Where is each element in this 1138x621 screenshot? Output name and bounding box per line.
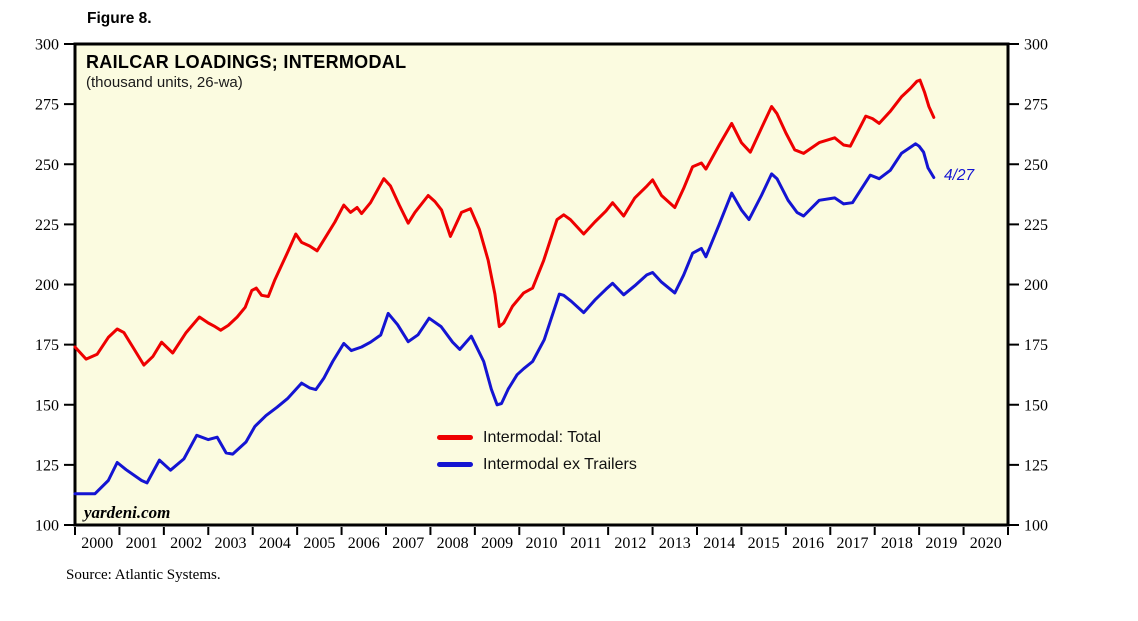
x-tick-label: 2017 bbox=[837, 535, 869, 552]
y-tick-label-left: 100 bbox=[35, 518, 59, 535]
latest-date-annotation: 4/27 bbox=[944, 167, 975, 184]
y-tick-label-right: 150 bbox=[1024, 397, 1048, 414]
x-tick-label: 2016 bbox=[792, 535, 824, 552]
legend: Intermodal: Total Intermodal ex Trailers bbox=[437, 424, 637, 478]
legend-item-total: Intermodal: Total bbox=[437, 424, 637, 451]
legend-item-ex-trailers: Intermodal ex Trailers bbox=[437, 451, 637, 478]
y-tick-label-left: 300 bbox=[35, 37, 59, 54]
x-tick-label: 2010 bbox=[526, 535, 558, 552]
x-tick-label: 2006 bbox=[348, 535, 380, 552]
plot-area bbox=[73, 42, 1010, 527]
x-tick-label: 2004 bbox=[259, 535, 291, 552]
x-tick-label: 2013 bbox=[659, 535, 691, 552]
y-tick-label-left: 225 bbox=[35, 217, 59, 234]
chart-title: RAILCAR LOADINGS; INTERMODAL bbox=[86, 52, 407, 72]
x-tick-label: 2011 bbox=[570, 535, 601, 552]
x-tick-label: 2018 bbox=[881, 535, 913, 552]
chart-subtitle: (thousand units, 26-wa) bbox=[86, 74, 243, 91]
x-tick-label: 2019 bbox=[925, 535, 957, 552]
x-tick-label: 2000 bbox=[81, 535, 113, 552]
y-tick-label-left: 200 bbox=[35, 277, 59, 294]
x-tick-label: 2012 bbox=[614, 535, 646, 552]
x-tick-label: 2005 bbox=[303, 535, 335, 552]
figure-label: Figure 8. bbox=[87, 10, 152, 27]
series-line-0 bbox=[73, 78, 936, 367]
y-tick-label-right: 100 bbox=[1024, 518, 1048, 535]
y-tick-label-right: 200 bbox=[1024, 277, 1048, 294]
y-tick-label-right: 225 bbox=[1024, 217, 1048, 234]
x-tick-label: 2002 bbox=[170, 535, 202, 552]
y-tick-label-right: 250 bbox=[1024, 157, 1048, 174]
x-tick-label: 2009 bbox=[481, 535, 513, 552]
legend-line-swatch-total bbox=[437, 435, 473, 440]
legend-line-swatch-ex-trailers bbox=[437, 462, 473, 467]
y-tick-label-left: 150 bbox=[35, 397, 59, 414]
series-line-1 bbox=[73, 142, 936, 496]
x-tick-label: 2007 bbox=[392, 535, 424, 552]
x-tick-label: 2001 bbox=[126, 535, 158, 552]
y-tick-label-left: 275 bbox=[35, 97, 59, 114]
y-tick-label-right: 300 bbox=[1024, 37, 1048, 54]
x-tick-label: 2015 bbox=[748, 535, 780, 552]
y-tick-label-right: 175 bbox=[1024, 337, 1048, 354]
y-tick-label-left: 125 bbox=[35, 457, 59, 474]
y-tick-label-left: 250 bbox=[35, 157, 59, 174]
x-tick-label: 2003 bbox=[215, 535, 247, 552]
watermark: yardeni.com bbox=[84, 503, 171, 522]
legend-label-ex-trailers: Intermodal ex Trailers bbox=[483, 455, 637, 473]
source-note: Source: Atlantic Systems. bbox=[66, 567, 221, 583]
y-tick-label-left: 175 bbox=[35, 337, 59, 354]
x-tick-label: 2020 bbox=[970, 535, 1002, 552]
x-tick-label: 2014 bbox=[703, 535, 735, 552]
y-tick-label-right: 275 bbox=[1024, 97, 1048, 114]
y-tick-label-right: 125 bbox=[1024, 457, 1048, 474]
legend-label-total: Intermodal: Total bbox=[483, 428, 601, 446]
x-tick-label: 2008 bbox=[437, 535, 469, 552]
